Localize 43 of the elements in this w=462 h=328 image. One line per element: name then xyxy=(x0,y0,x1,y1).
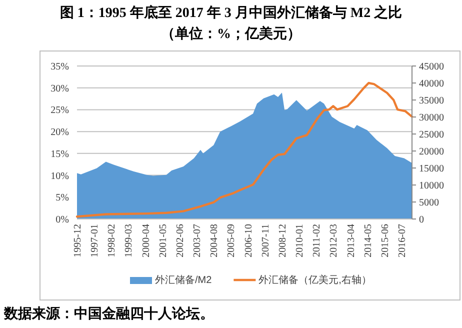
x-tick-label: 2007-11 xyxy=(260,224,272,257)
y-tick-label: 25% xyxy=(50,105,69,116)
y-tick-label: 5% xyxy=(56,192,69,204)
x-tick-label: 2006-10 xyxy=(243,224,254,258)
y2-tick-label: 10000 xyxy=(419,180,444,192)
x-tick-label: 2012-03 xyxy=(328,224,340,258)
source-note: 数据来源：中国金融四十人论坛。 xyxy=(3,306,214,322)
x-tick-label: 2016-07 xyxy=(396,224,408,258)
x-tick-label: 1997-01 xyxy=(90,224,101,258)
y2-tick-label: 0 xyxy=(419,214,424,226)
x-tick-label: 2004-08 xyxy=(209,224,220,258)
x-tick-label: 2011-02 xyxy=(312,224,323,257)
y-tick-label: 35% xyxy=(50,62,69,72)
x-tick-label: 2015-06 xyxy=(380,224,391,258)
x-tick-label: 1999-03 xyxy=(124,224,135,258)
x-tick-label: 2010-01 xyxy=(294,224,306,258)
x-tick-label: 2005-09 xyxy=(226,224,238,258)
y2-tick-label: 45000 xyxy=(419,62,444,72)
y2-tick-label: 30000 xyxy=(419,112,444,124)
y2-tick-label: 25000 xyxy=(419,130,444,140)
x-tick-label: 2002-06 xyxy=(174,224,186,258)
chart-subtitle: （单位：%；亿美元） xyxy=(161,25,301,42)
y-tick-label: 15% xyxy=(50,148,69,160)
x-tick-label: 2014-05 xyxy=(362,224,374,258)
chart-title: 图 1：1995 年底至 2017 年 3 月中国外汇储备与 M2 之比 xyxy=(60,4,402,21)
y-tick-label: 10% xyxy=(50,170,69,182)
y2-tick-label: 5000 xyxy=(419,198,439,208)
x-tick-label: 2013-04 xyxy=(346,224,357,258)
x-tick-label: 2001-05 xyxy=(158,224,169,258)
legend-label: 外汇储备（亿美元,右轴） xyxy=(258,274,372,286)
y-tick-label: 0% xyxy=(56,214,69,226)
y2-tick-label: 20000 xyxy=(419,146,444,158)
x-tick-label: 1998-02 xyxy=(106,224,118,258)
y2-tick-label: 15000 xyxy=(419,164,444,174)
x-tick-label: 2008-12 xyxy=(277,224,288,258)
y-tick-label: 20% xyxy=(50,127,69,138)
x-tick-label: 1995-12 xyxy=(72,224,84,258)
y2-tick-label: 35000 xyxy=(419,96,444,106)
legend-label: 外汇储备/M2 xyxy=(155,274,212,286)
y2-tick-label: 40000 xyxy=(419,78,444,90)
x-tick-label: 2000-04 xyxy=(140,224,152,258)
y-tick-label: 30% xyxy=(50,83,69,94)
x-tick-label: 2003-07 xyxy=(192,224,204,258)
